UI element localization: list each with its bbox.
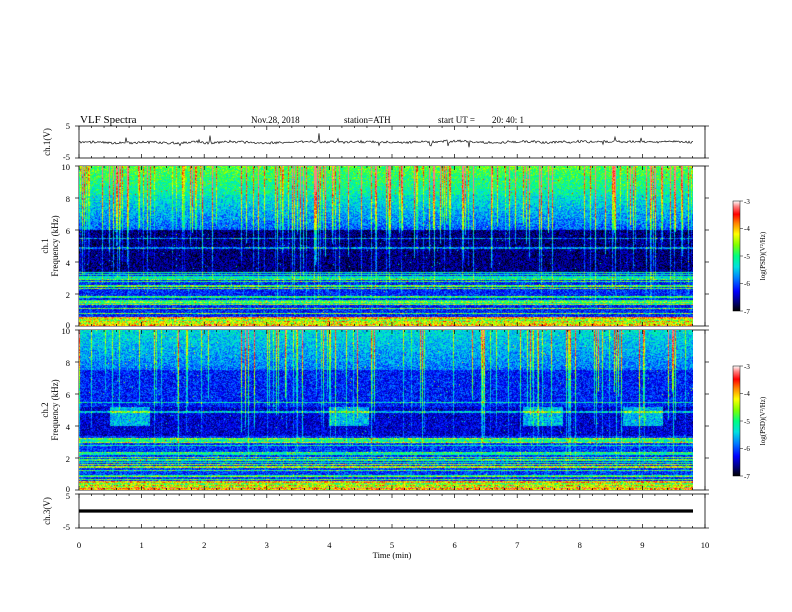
ch3-ytick-bottom: -5	[63, 522, 70, 532]
ch2-cb-tick-neg6: -6	[744, 445, 750, 453]
xtick-3: 3	[265, 540, 269, 550]
ch1-cb-tick-neg6: -6	[744, 280, 750, 288]
xtick-0: 0	[77, 540, 81, 550]
ch1-cb-tick-neg7: -7	[744, 308, 750, 316]
xtick-8: 8	[578, 540, 582, 550]
xtick-10: 10	[701, 540, 710, 550]
ch1-ytick-4: 4	[66, 258, 71, 268]
ch3-voltage-ylabel: ch.3(V)	[42, 497, 52, 525]
ch2-cb-tick-neg3: -3	[744, 363, 750, 371]
ch1-cb-tick-neg4: -4	[744, 225, 750, 233]
ch1-ytick-0: 0	[66, 320, 70, 330]
ch2-cb-tick-neg5: -5	[744, 418, 750, 426]
ch1-ytick-6: 6	[66, 226, 70, 236]
xtick-7: 7	[515, 540, 519, 550]
ch1-voltage-panel: 5 -5 ch.1(V)	[42, 121, 709, 162]
ch1-ytick-2: 2	[66, 290, 70, 300]
figure-title: VLF Spectra	[80, 114, 137, 126]
ch1-voltage-ticks	[75, 125, 709, 159]
ch2-ytick-0: 0	[66, 484, 70, 494]
ch2-ytick-2: 2	[66, 454, 70, 464]
ch1-colorbar-ticks	[740, 200, 743, 312]
ch1-ylabel-channel: ch.1	[40, 238, 50, 253]
figure-header: VLF Spectra Nov.28, 2018 station=ATH sta…	[80, 114, 524, 126]
ch2-colorbar-label: log(PSD)(V²/Hz)	[759, 396, 767, 445]
ch1-colorbar-label: log(PSD)(V²/Hz)	[759, 231, 767, 280]
header-date: Nov.28, 2018	[251, 115, 300, 125]
xtick-6: 6	[452, 540, 456, 550]
ch2-cb-tick-neg7: -7	[744, 473, 750, 481]
ch2-spectrogram-ticks	[75, 329, 709, 491]
ch3-ytick-top: 5	[66, 491, 70, 501]
ch2-ytick-4: 4	[66, 422, 71, 432]
ch1-cb-tick-neg3: -3	[744, 198, 750, 206]
ch1-ylabel-frequency: Frequency (kHz)	[50, 215, 60, 276]
xtick-9: 9	[640, 540, 644, 550]
ch1-ytick-10: 10	[62, 162, 71, 172]
ch3-voltage-panel: 5 -5 ch.3(V)	[42, 491, 709, 532]
ch1-colorbar	[732, 200, 741, 312]
ch1-ytick-bottom: -5	[63, 152, 70, 162]
x-axis-tick-labels: 0 1 2 3 4 5 6 7 8 9 10	[77, 540, 709, 550]
ch2-ylabel-frequency: Frequency (kHz)	[50, 379, 60, 440]
ch1-cb-tick-neg5: -5	[744, 253, 750, 261]
ch1-spectrogram-ticks	[75, 165, 709, 327]
ch2-colorbar-ticks	[740, 365, 743, 477]
x-axis-label: Time (min)	[373, 550, 412, 560]
ch1-ytick-top: 5	[66, 121, 70, 131]
ch2-ytick-8: 8	[66, 358, 70, 368]
ch2-ytick-6: 6	[66, 390, 70, 400]
ch1-ytick-8: 8	[66, 194, 70, 204]
header-start-time: 20: 40: 1	[492, 115, 524, 125]
xtick-4: 4	[327, 540, 332, 550]
ch2-ytick-10: 10	[62, 326, 71, 336]
ch1-voltage-trace	[78, 133, 693, 148]
header-station: station=ATH	[344, 115, 391, 125]
xtick-2: 2	[202, 540, 206, 550]
xtick-1: 1	[139, 540, 143, 550]
ch2-cb-tick-neg4: -4	[744, 390, 750, 398]
ch2-colorbar	[732, 365, 741, 477]
ch1-spectrogram-panel: 10 8 6 4 2 0 ch.1 Frequency (kHz) -3 -4 …	[40, 162, 767, 330]
ch2-ylabel-channel: ch.2	[40, 402, 50, 417]
ch2-spectrogram-panel: 10 8 6 4 2 0 ch.2 Frequency (kHz) -3 -4 …	[40, 326, 767, 494]
header-start-label: start UT =	[438, 115, 475, 125]
ch1-voltage-ylabel: ch.1(V)	[42, 128, 52, 156]
ch1-spectrogram-image	[79, 166, 693, 326]
xtick-5: 5	[390, 540, 394, 550]
ch3-voltage-ticks	[75, 493, 709, 529]
ch2-spectrogram-image	[79, 330, 693, 490]
